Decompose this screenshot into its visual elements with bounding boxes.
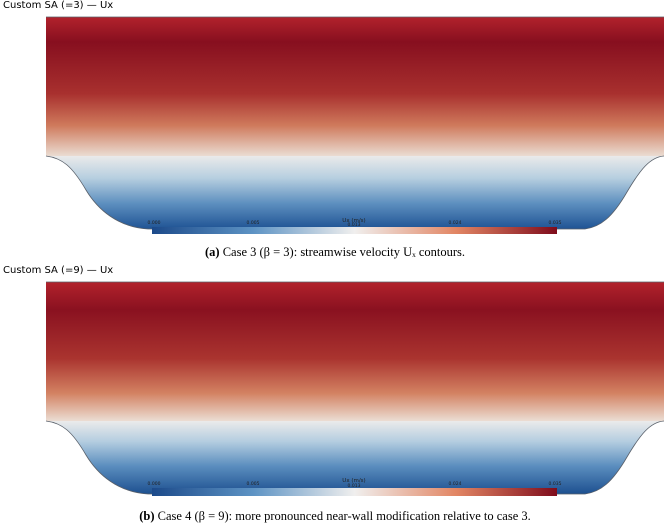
colorbar-tick: 0.005 [246,482,260,487]
colorbar-tick: 0.024 [448,221,462,226]
bump-wall [45,420,665,495]
figure-caption: (b) Case 4 (β = 9): more pronounced near… [0,509,670,524]
upper-flow-region [46,17,664,156]
colorbar [152,488,557,496]
panel-title: Custom SA (=9) — Ux [3,265,114,276]
colorbar-tick: 0.005 [246,221,260,226]
figure-caption: (a) Case 3 (β = 3): streamwise velocity … [0,245,670,260]
colorbar-tick: 0.024 [448,482,462,487]
colorbar-tick: 0.013 [347,484,361,489]
ux-contour-plot-b [45,281,665,496]
colorbar [152,227,557,234]
ux-contour-plot-a [45,16,665,234]
lower-flow-region [46,156,664,229]
bump-wall [45,155,665,230]
colorbar-tick: 0.000 [147,482,161,487]
panel-title: Custom SA (=3) — Ux [3,0,114,11]
lower-flow-region [46,421,664,494]
colorbar-tick: 0.035 [548,482,562,487]
colorbar-title: Ux (m/s) [342,218,366,224]
caption-label: (a) [204,245,220,259]
colorbar-tick: 0.000 [147,221,161,226]
figure-panel-a: Custom SA (=3) — Ux Ux (m/s) 0.000 0.005… [0,0,670,262]
caption-text: Case 3 (β = 3): streamwise velocity Uₓ c… [222,245,466,259]
caption-label: (b) [139,509,155,523]
colorbar-title: Ux (m/s) [342,478,366,484]
figure-panel-b: Custom SA (=9) — Ux Ux (m/s) 0.000 0.005… [0,265,670,532]
colorbar-tick: 0.035 [548,221,562,226]
upper-flow-region [46,282,664,421]
colorbar-tick: 0.013 [347,223,361,228]
caption-text: Case 4 (β = 9): more pronounced near-wal… [157,509,531,523]
